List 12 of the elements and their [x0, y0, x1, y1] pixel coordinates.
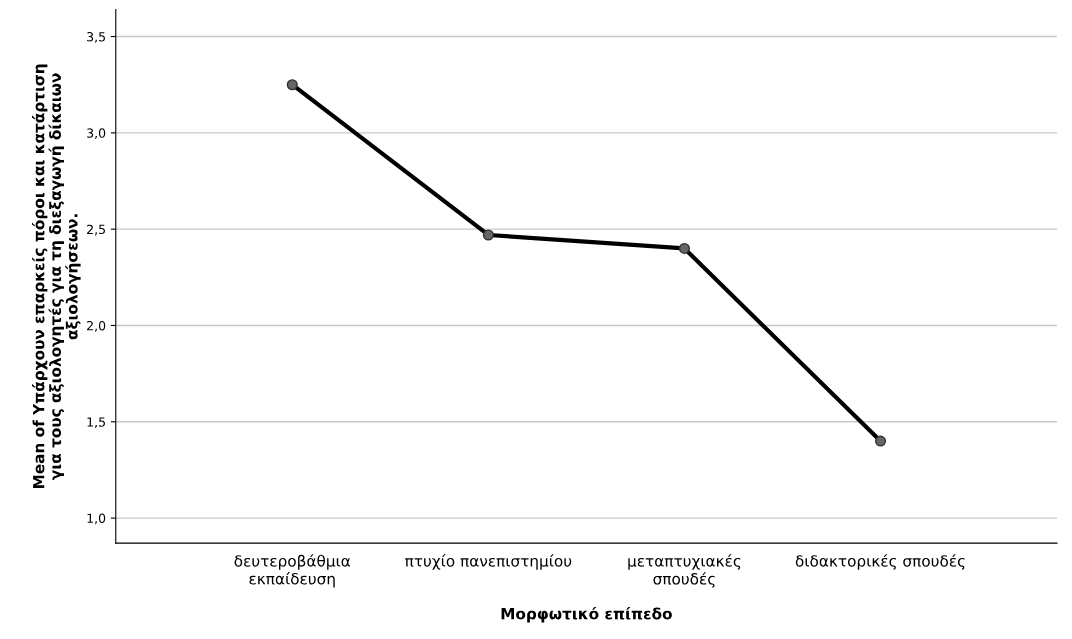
x-tick-label: πτυχίο πανεπιστημίου — [405, 554, 572, 570]
y-tick-label: 3,0 — [87, 128, 106, 140]
x-tick-label: διδακτορικές σπουδές — [795, 554, 965, 570]
y-tick-label: 3,5 — [87, 32, 105, 43]
y-tick-label: 1,5 — [87, 417, 105, 428]
x-tick-label: μεταπτυχιακές σπουδές — [628, 554, 741, 588]
x-axis-title: Μορφωτικό επίπεδο — [501, 607, 672, 623]
x-tick-label: δευτεροβάθμια εκπαίδευση — [234, 554, 351, 588]
y-tick-label: 1,0 — [87, 513, 106, 525]
y-tick-label: 2,0 — [87, 320, 106, 332]
y-axis-title: Mean of Υπάρχουν επαρκείς πόροι και κατάρτιση για τους αξιολογητές για τη διεξαγωγή δίκαιων αξιολογήσεων. — [31, 64, 81, 489]
y-tick-label: 2,5 — [87, 224, 105, 236]
